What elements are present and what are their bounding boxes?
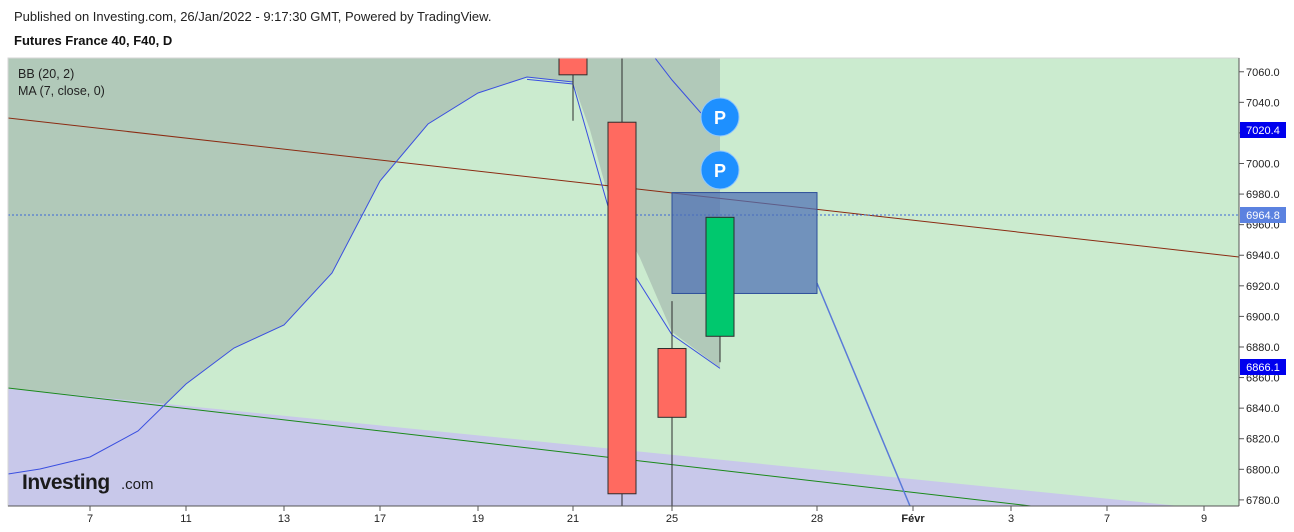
y-tick-label: 6820.0 (1246, 434, 1280, 446)
y-tick-label: 6940.0 (1246, 250, 1280, 262)
legend-moving-average: MA (7, close, 0) (18, 84, 105, 98)
x-tick-label: 7 (87, 513, 93, 525)
plot-area: P P (8, 58, 1239, 506)
lower-band-fill (8, 388, 1239, 506)
upper-shadow-fill (8, 58, 720, 474)
x-tick-label: 19 (472, 513, 484, 525)
investing-logo: Investing .com (22, 471, 154, 494)
bollinger-curve (8, 76, 574, 475)
candle-21[interactable] (558, 58, 588, 121)
pivot-marker-upper[interactable]: P (700, 97, 740, 137)
x-tick-label: 11 (180, 513, 191, 525)
x-tick-label: 3 (1008, 513, 1014, 525)
price-label-lower: 6866.1 (1240, 359, 1286, 375)
legend-bollinger: BB (20, 2) (18, 67, 74, 81)
candle-26[interactable] (705, 216, 735, 363)
candles (558, 58, 735, 506)
svg-text:.com: .com (121, 476, 154, 493)
y-tick-label: 7000.0 (1246, 159, 1280, 171)
y-tick-label: 6860.0 (1246, 373, 1280, 385)
chart-title: Futures France 40, F40, D (14, 33, 173, 48)
x-tick-label: 13 (278, 513, 290, 525)
y-tick-label: 6800.0 (1246, 464, 1280, 476)
svg-text:Investing: Investing (22, 471, 110, 494)
y-tick-label: 7060.0 (1246, 67, 1280, 79)
x-tick-label: 28 (811, 513, 823, 525)
y-tick-label: 6920.0 (1246, 281, 1280, 293)
candle-body (607, 121, 637, 495)
candle-body (558, 58, 588, 76)
bollinger-projection-line (816, 282, 911, 506)
x-tick-label: 9 (1201, 513, 1207, 525)
candle-body (705, 216, 735, 337)
x-tick-label: 21 (567, 513, 579, 525)
rectangle-annotation[interactable] (671, 192, 818, 294)
published-notice: Published on Investing.com, 26/Jan/2022 … (14, 9, 492, 24)
y-tick-label: 6880.0 (1246, 342, 1280, 354)
y-tick-label: 6900.0 (1246, 311, 1280, 323)
candle-24[interactable] (607, 58, 637, 506)
price-label-lower-text: 6866.1 (1246, 362, 1280, 374)
x-tick-label: 17 (374, 513, 386, 525)
pivot-marker-lower[interactable]: P (700, 150, 740, 190)
price-label-current-text: 6964.8 (1246, 210, 1280, 222)
y-axis[interactable]: 6780.0 6800.0 6820.0 6840.0 6860.0 6880.0 6900… (1238, 58, 1280, 507)
pivot-marker-lower-label: P (714, 161, 726, 181)
x-tick-label: Févr (901, 513, 925, 525)
pivot-marker-upper-label: P (714, 108, 726, 128)
price-label-upper: 7020.4 (1240, 122, 1286, 138)
y-tick-label: 6840.0 (1246, 403, 1280, 415)
candle-25[interactable] (657, 301, 687, 506)
price-label-current: 6964.8 (1240, 207, 1286, 223)
candle-body (657, 348, 687, 418)
y-tick-label: 6780.0 (1246, 495, 1280, 507)
price-label-upper-text: 7020.4 (1246, 125, 1280, 137)
y-tick-label: 6980.0 (1246, 189, 1280, 201)
x-axis[interactable]: 7 11 13 17 19 21 25 28 Févr 3 7 9 (8, 505, 1239, 525)
y-tick-label: 7040.0 (1246, 97, 1280, 109)
x-tick-label: 25 (666, 513, 678, 525)
x-tick-label: 7 (1104, 513, 1110, 525)
